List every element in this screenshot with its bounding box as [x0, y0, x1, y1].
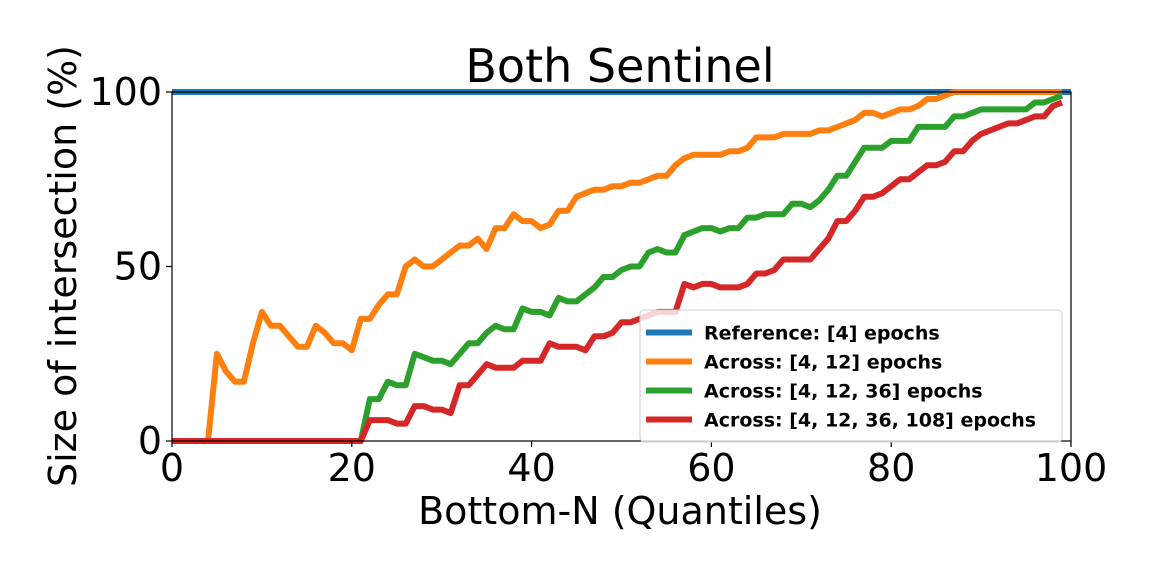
x-tick-label: 0 — [160, 446, 184, 490]
y-axis: 0 50 100 — [89, 70, 172, 463]
chart-title: Both Sentinel — [465, 39, 774, 93]
legend: Reference: [4] epochs Across: [4, 12] epo… — [639, 309, 1063, 443]
x-tick-label: 80 — [867, 446, 915, 490]
x-axis-label: Bottom-N (Quantiles) — [418, 489, 822, 533]
legend-label: Across: [4, 12, 36] epochs — [704, 381, 983, 403]
x-tick-label: 40 — [507, 446, 555, 490]
y-tick-label: 100 — [89, 70, 162, 114]
x-tick-label: 100 — [1035, 446, 1108, 490]
x-tick-label: 60 — [687, 446, 735, 490]
series-line-2 — [172, 89, 1062, 444]
y-axis-label: Size of intersection (%) — [41, 45, 85, 487]
x-tick-label: 20 — [328, 446, 376, 490]
legend-label: Across: [4, 12, 36, 108] epochs — [704, 410, 1036, 432]
legend-label: Across: [4, 12] epochs — [704, 352, 942, 374]
y-tick-label: 50 — [114, 245, 162, 289]
x-axis: 0 20 40 60 80 100 — [160, 441, 1107, 490]
y-tick-label: 0 — [138, 419, 162, 463]
legend-box — [639, 309, 1063, 443]
legend-label: Reference: [4] epochs — [704, 323, 940, 345]
